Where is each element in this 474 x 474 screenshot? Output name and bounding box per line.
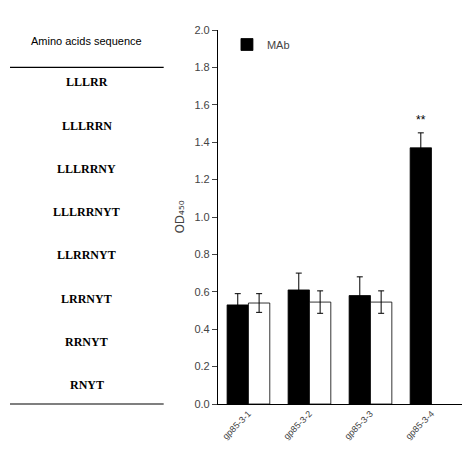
- svg-text:Amino acids sequence: Amino acids sequence: [31, 35, 142, 47]
- svg-text:gp85-3-1: gp85-3-1: [220, 409, 253, 442]
- svg-text:LLLRRNY: LLLRRNY: [57, 162, 116, 176]
- svg-text:RNYT: RNYT: [70, 378, 104, 392]
- svg-text:0.6: 0.6: [194, 286, 209, 298]
- svg-text:LLLRRN: LLLRRN: [62, 119, 112, 133]
- svg-text:0.8: 0.8: [194, 248, 209, 260]
- svg-text:OD₄₅₀: OD₄₅₀: [173, 200, 187, 233]
- svg-text:LRRNYT: LRRNYT: [61, 292, 112, 306]
- svg-text:0.2: 0.2: [194, 360, 209, 372]
- svg-text:LLRRNYT: LLRRNYT: [57, 248, 116, 262]
- svg-text:RRNYT: RRNYT: [65, 335, 108, 349]
- svg-text:1.2: 1.2: [194, 173, 209, 185]
- svg-text:LLLRRNYT: LLLRRNYT: [53, 205, 120, 219]
- svg-text:2.0: 2.0: [194, 24, 209, 36]
- svg-text:MAb: MAb: [267, 39, 290, 51]
- svg-text:gp85-3-4: gp85-3-4: [404, 409, 437, 442]
- svg-text:1.4: 1.4: [194, 136, 209, 148]
- svg-text:0.0: 0.0: [194, 398, 209, 410]
- svg-text:gp85-3-2: gp85-3-2: [281, 409, 314, 442]
- svg-text:1.6: 1.6: [194, 99, 209, 111]
- svg-text:1.8: 1.8: [194, 61, 209, 73]
- svg-text:gp85-3-3: gp85-3-3: [343, 409, 376, 442]
- svg-text:0.4: 0.4: [194, 323, 209, 335]
- svg-text:LLLRR: LLLRR: [66, 75, 108, 89]
- svg-text:1.0: 1.0: [194, 211, 209, 223]
- svg-text:**: **: [416, 113, 426, 127]
